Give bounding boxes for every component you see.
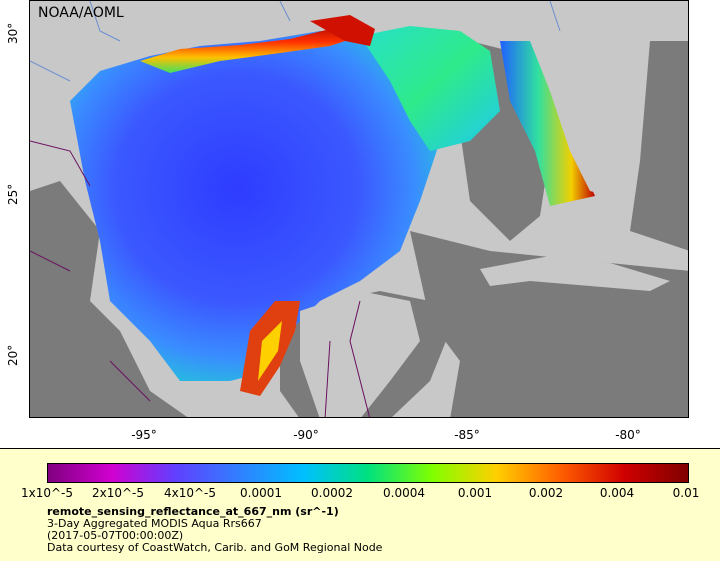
colorbar-tick-label: 0.0001: [240, 486, 282, 500]
legend-title: remote_sensing_reflectance_at_667_nm (sr…: [47, 505, 339, 518]
y-tick-label: 30°: [6, 22, 20, 44]
colorbar-tick-label: 0.0004: [383, 486, 425, 500]
colorbar-tick-label: 0.004: [599, 486, 635, 500]
x-tick-label: -80°: [615, 428, 641, 442]
colorbar-tick-label: 1x10^-5: [20, 486, 74, 500]
map-panel: NOAA/AOML: [29, 0, 689, 418]
y-tick-label: 20°: [6, 344, 20, 366]
colorbar: [47, 463, 689, 483]
shelf-water: [360, 26, 500, 151]
cuba-land: [480, 256, 670, 291]
source-label: NOAA/AOML: [38, 5, 124, 21]
x-tick-label: -95°: [131, 428, 157, 442]
legend-dataset: 3-Day Aggregated MODIS Aqua Rrs667: [47, 517, 262, 530]
yucatan-land: [300, 291, 420, 417]
y-tick-label: 25°: [6, 183, 20, 205]
masked-region-east: [630, 41, 688, 251]
masked-region-mexico-west: [30, 181, 188, 417]
coastal-band-mississippi: [310, 15, 375, 46]
gulf-water: [70, 31, 440, 381]
florida-shelf: [500, 41, 595, 206]
colorbar-tick-label: 4x10^-5: [163, 486, 217, 500]
x-tick-label: -85°: [454, 428, 480, 442]
political-borders: [30, 140, 371, 417]
rivers: [30, 1, 561, 82]
colorbar-tick-label: 0.01: [672, 486, 700, 500]
colorbar-tick-label: 0.001: [457, 486, 493, 500]
florida-land: [530, 31, 640, 196]
legend-credit: Data courtesy of CoastWatch, Carib. and …: [47, 541, 383, 554]
x-tick-label: -90°: [293, 428, 319, 442]
colorbar-tick-label: 2x10^-5: [91, 486, 145, 500]
coastal-band-north: [140, 21, 360, 73]
legend-date: (2017-05-07T00:00:00Z): [47, 529, 184, 542]
colorbar-tick-label: 0.0002: [311, 486, 353, 500]
colorbar-tick-label: 0.002: [528, 486, 564, 500]
map-image: [30, 1, 688, 417]
coastal-band-campeche-inner: [258, 321, 282, 381]
